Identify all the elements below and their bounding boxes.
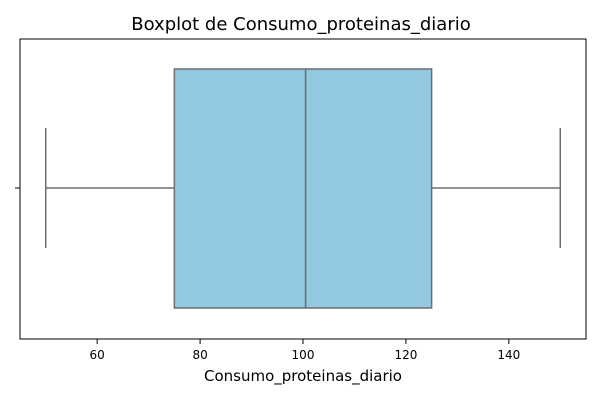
- x-tick-label: 120: [394, 348, 417, 362]
- iqr-box: [173, 68, 433, 309]
- x-tick-label: 80: [192, 348, 207, 362]
- x-tick-label: 140: [497, 348, 520, 362]
- x-axis: 60 80 100 120 140: [90, 339, 520, 362]
- x-tick-label: 100: [292, 348, 315, 362]
- x-tick-label: 60: [90, 348, 105, 362]
- chart-title: Boxplot de Consumo_proteinas_diario: [131, 14, 471, 35]
- x-axis-label: Consumo_proteinas_diario: [204, 367, 402, 386]
- boxplot-series: [44, 68, 562, 309]
